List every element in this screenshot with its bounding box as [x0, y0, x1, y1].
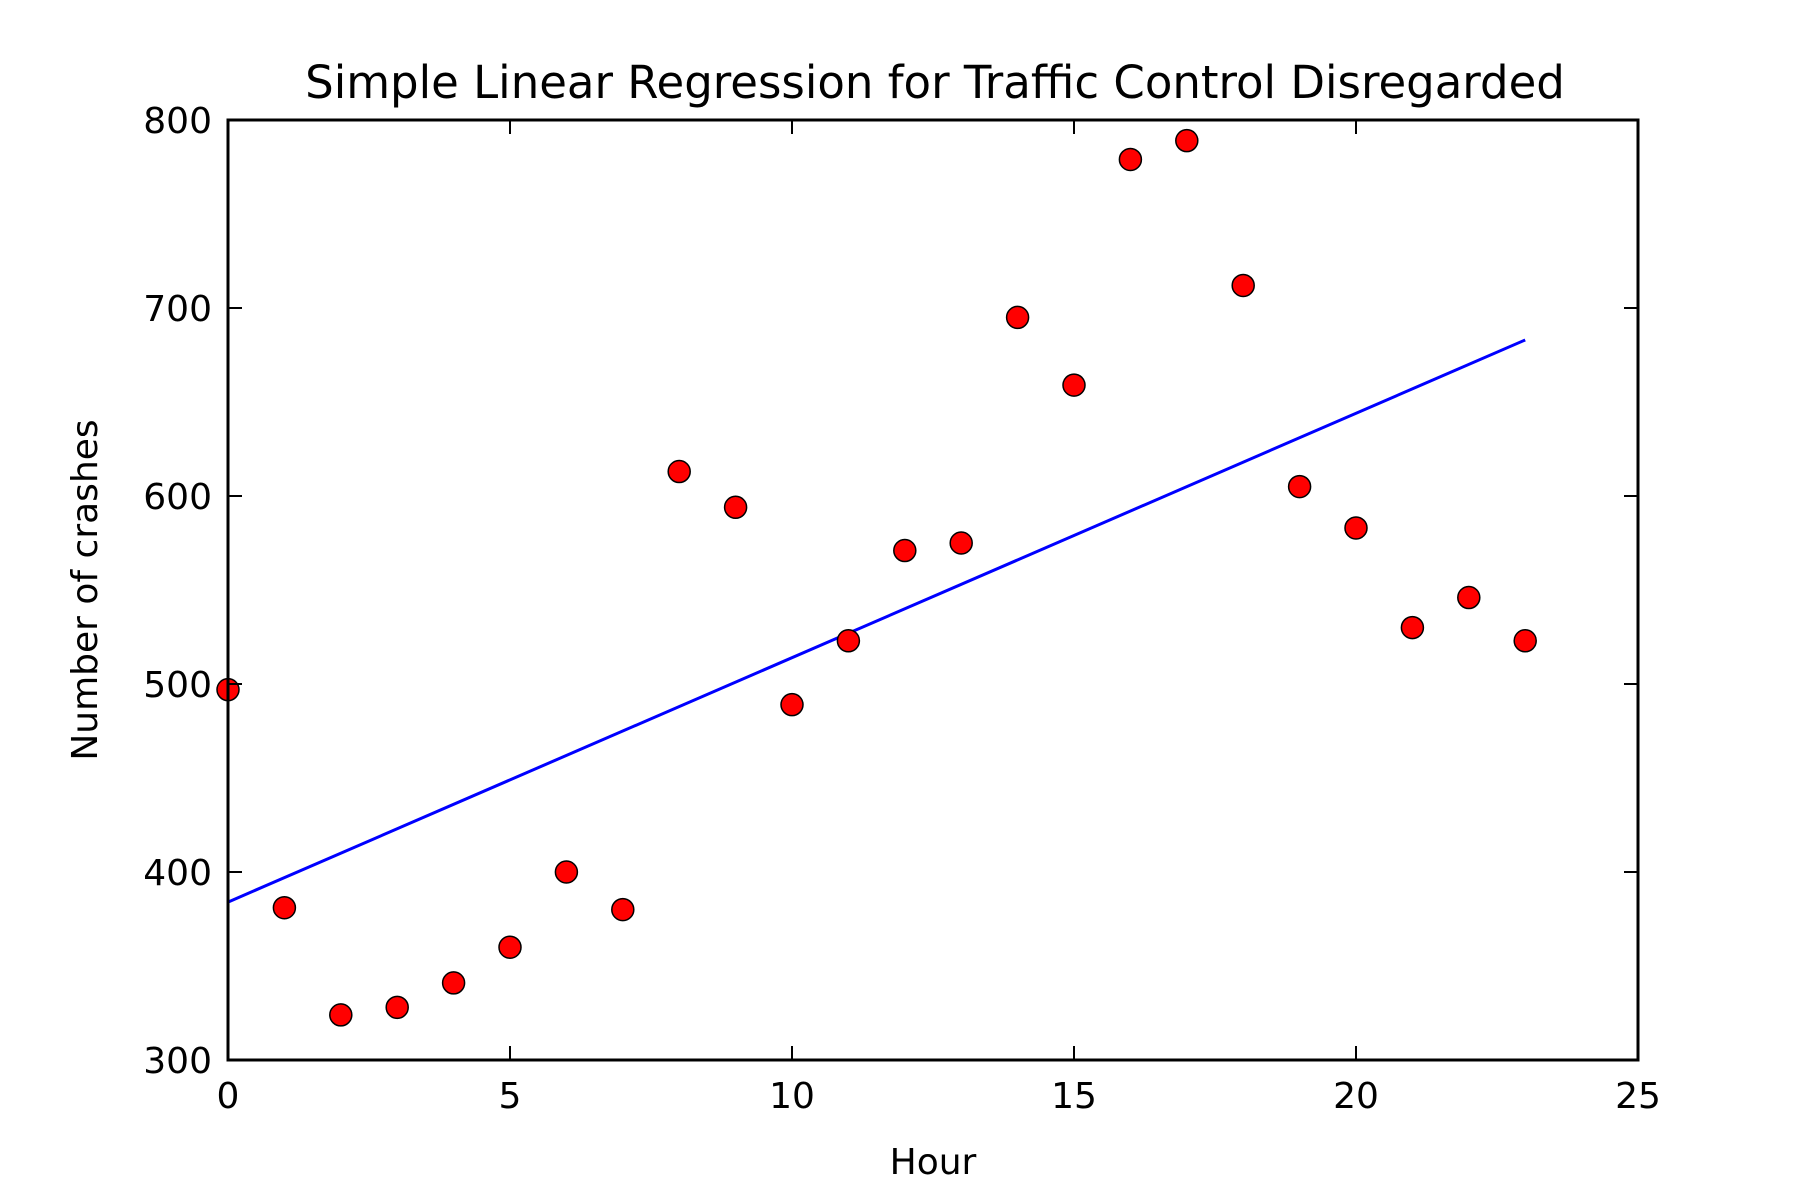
y-tick-label: 500: [143, 665, 212, 706]
y-axis: 300 400 500 600 700 800: [143, 101, 1638, 1082]
y-tick-label: 600: [143, 477, 212, 518]
data-point: [667, 459, 691, 484]
x-axis-title: Hour: [890, 1142, 977, 1183]
y-tick-label: 700: [143, 289, 212, 330]
y-tick-label: 800: [143, 101, 212, 142]
data-point: [1400, 615, 1425, 640]
data-point: [893, 538, 917, 563]
data-point: [1513, 629, 1537, 653]
regression-layer: [227, 338, 1526, 904]
data-point: [1231, 273, 1255, 298]
data-point: [780, 692, 804, 717]
y-axis-title: Number of crashes: [65, 419, 106, 760]
plot-background: [228, 120, 1638, 1060]
data-point: [1062, 373, 1086, 397]
plot-area: [216, 118, 1640, 1062]
data-point: [554, 860, 579, 884]
data-point: [329, 1003, 353, 1027]
x-axis: 0 5 10 15 20 25: [217, 120, 1661, 1117]
x-tick-label: 15: [1051, 1076, 1097, 1117]
chart-title: Simple Linear Regression for Traffic Con…: [305, 56, 1565, 109]
data-point: [1005, 305, 1030, 330]
data-point: [1344, 516, 1368, 540]
plot-frame: [226, 118, 1640, 1062]
data-point: [1457, 585, 1481, 610]
data-point: [1287, 474, 1312, 499]
data-point: [1175, 128, 1199, 153]
x-tick-label: 5: [499, 1076, 522, 1117]
data-point: [611, 897, 635, 922]
x-tick-label: 10: [769, 1076, 815, 1117]
data-point: [498, 935, 522, 959]
y-tick-label: 300: [143, 1041, 212, 1082]
data-point: [723, 495, 748, 520]
x-tick-label: 25: [1615, 1076, 1661, 1117]
data-point: [385, 995, 409, 1020]
data-point: [949, 531, 973, 555]
data-point: [272, 895, 297, 920]
points-layer: [216, 128, 1537, 1027]
data-point: [441, 971, 466, 995]
data-point: [836, 629, 861, 653]
y-tick-label: 400: [143, 853, 212, 894]
x-tick-label: 20: [1333, 1076, 1379, 1117]
x-tick-label: 0: [217, 1076, 240, 1117]
data-point: [1118, 147, 1143, 172]
regression-line: [227, 338, 1526, 904]
